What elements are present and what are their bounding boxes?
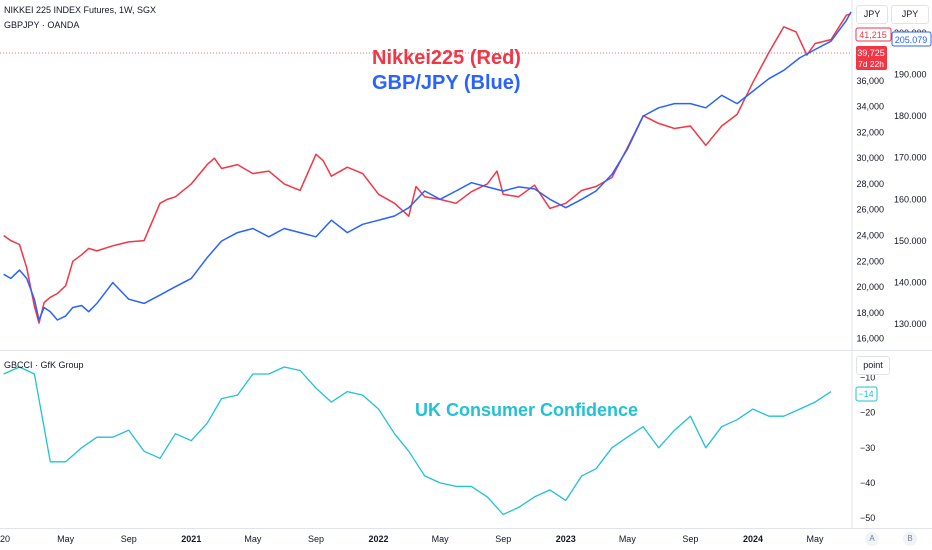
y-tick-label-gbcci: −20 — [860, 408, 875, 418]
y-tick-label-nikkei: 34,000 — [856, 102, 884, 112]
y-tick-label-gbpjpy: 190.000 — [894, 70, 927, 80]
unit-button-right[interactable]: JPY — [891, 5, 929, 24]
y-tick-label-gbpjpy: 140.000 — [894, 278, 927, 288]
log-scale-button[interactable]: B — [903, 532, 917, 546]
x-tick-label: May — [57, 534, 75, 544]
y-tick-label-gbpjpy: 160.000 — [894, 194, 927, 204]
x-tick-label: May — [619, 534, 637, 544]
x-tick-label: Sep — [682, 534, 698, 544]
x-tick-label: May — [432, 534, 450, 544]
x-tick-label: 2024 — [743, 534, 763, 544]
x-tick-label: Sep — [121, 534, 137, 544]
y-tick-label-nikkei: 32,000 — [856, 127, 884, 137]
series-line-gbcci — [3, 366, 832, 516]
y-tick-label-nikkei: 26,000 — [856, 205, 884, 215]
y-tick-label-nikkei: 20,000 — [856, 282, 884, 292]
x-tick-label: 2021 — [181, 534, 201, 544]
x-tick-label: 20 — [0, 534, 10, 544]
nikkei-last-tag — [856, 46, 887, 70]
y-tick-label-nikkei: 24,000 — [856, 230, 884, 240]
y-tick-label-gbcci: −50 — [860, 513, 875, 523]
legend-nikkei[interactable]: NIKKEI 225 INDEX Futures, 1W, SGX — [4, 5, 157, 15]
gbcci-last-tag — [855, 386, 878, 402]
y-tick-label-nikkei: 36,000 — [856, 76, 884, 86]
y-tick-label-nikkei: 30,000 — [856, 153, 884, 163]
legend-gbcci[interactable]: GBCCI · GfK Group — [4, 360, 84, 370]
y-tick-label-gbcci: −10 — [860, 373, 875, 383]
x-tick-label: 2022 — [369, 534, 389, 544]
unit-button-left[interactable]: JPY — [856, 5, 888, 24]
y-tick-label-gbcci: −40 — [860, 478, 875, 488]
countdown-label: 7d 22h — [858, 59, 884, 69]
y-tick-label-nikkei: 16,000 — [856, 334, 884, 344]
y-tick-label-gbpjpy: 180.000 — [894, 111, 927, 121]
gbpjpy-last-tag — [891, 31, 932, 47]
series-line-gbpjpy — [3, 11, 852, 321]
gbpjpy-last-label: 205.079 — [895, 35, 928, 45]
annotation-uk-confidence: UK Consumer Confidence — [415, 400, 638, 420]
annotation-gbpjpy: GBP/JPY (Blue) — [372, 72, 521, 94]
y-tick-label-nikkei: 22,000 — [856, 256, 884, 266]
y-tick-label-gbpjpy: 150.000 — [894, 236, 927, 246]
annotation-nikkei: Nikkei225 (Red) — [372, 47, 521, 69]
x-tick-label: May — [807, 534, 825, 544]
unit-button-lower[interactable]: point — [856, 356, 890, 375]
y-tick-label-nikkei: 28,000 — [856, 179, 884, 189]
nikkei-last-label: 39,725 — [857, 48, 885, 58]
x-tick-label: 2023 — [556, 534, 576, 544]
y-tick-label-gbpjpy: 130.000 — [894, 319, 927, 329]
x-tick-label: Sep — [495, 534, 511, 544]
x-tick-label: May — [244, 534, 262, 544]
series-line-nikkei — [3, 12, 852, 324]
nikkei-high-tag — [855, 27, 892, 42]
legend-gbpjpy[interactable]: GBPJPY · OANDA — [4, 20, 80, 30]
gbcci-last-label: −14 — [858, 389, 873, 399]
x-tick-label: Sep — [308, 534, 324, 544]
y-tick-label-gbcci: −30 — [860, 443, 875, 453]
y-tick-label-gbpjpy: 170.000 — [894, 153, 927, 163]
y-tick-label-nikkei: 18,000 — [856, 308, 884, 318]
auto-scale-button[interactable]: A — [865, 532, 879, 546]
nikkei-high-label: 41,215 — [859, 30, 887, 40]
